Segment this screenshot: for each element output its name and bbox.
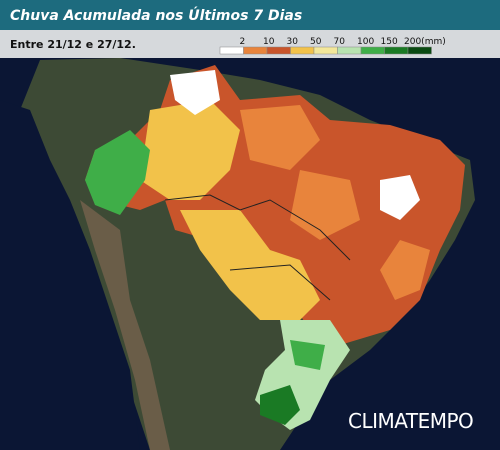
rain-field [290,340,325,370]
pacific [0,100,140,450]
rain-field [180,210,320,320]
rain-field [380,240,430,300]
legend-label: 30 [287,37,299,47]
legend-swatch [313,46,338,55]
legend-label: 2 [240,37,246,47]
title: Chuva Acumulada nos Últimos 7 Dias [10,6,302,24]
state-border [164,194,351,301]
legend-swatch [243,46,268,55]
legend-swatch [290,46,315,55]
rain-field [140,100,240,200]
legend-swatch [407,46,432,55]
legend-swatch [360,46,385,55]
title-bar [0,0,500,30]
legend-swatch [219,46,244,55]
brand-logo: CLIMATEMPO [348,409,473,433]
legend-swatch [384,46,409,55]
rain-field [240,105,320,170]
legend-label: 70 [334,37,346,47]
rain-field [85,130,150,215]
legend-label: 50 [310,37,322,47]
rain-field [170,70,220,115]
legend: 2 10 30 50 70 100 150 200(mm) [219,37,446,55]
legend-label: 100 [357,37,374,47]
legend-label: 150 [381,37,398,47]
legend-swatch [266,46,291,55]
rain-field [260,385,300,425]
legend-label: 200(mm) [404,37,446,47]
legend-swatch [337,46,362,55]
subtitle: Entre 21/12 e 27/12. [10,38,136,51]
andes [80,200,170,450]
legend-label: 10 [263,37,275,47]
rain-field [380,175,420,220]
